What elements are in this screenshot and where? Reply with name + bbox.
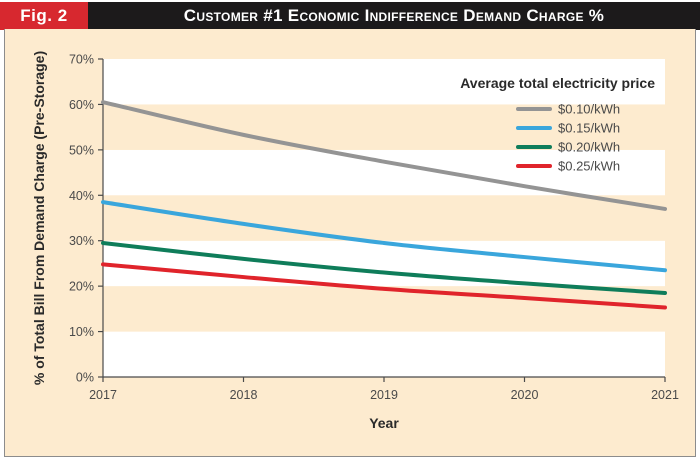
series-line-010kWh bbox=[101, 100, 667, 211]
y-tick-label: 50% bbox=[69, 143, 94, 157]
grid-band bbox=[103, 331, 665, 377]
y-tick-labels: 0% 10% 20% 30% 40% 50% 60% 70% bbox=[69, 53, 94, 385]
x-axis-title: Year bbox=[369, 415, 399, 431]
grid-band bbox=[103, 149, 665, 196]
legend-label: $0.20/kWh bbox=[558, 140, 620, 155]
grid-band bbox=[103, 195, 665, 241]
x-tick-labels: 2017 2018 2019 2020 2021 bbox=[89, 388, 679, 402]
grid-band bbox=[103, 286, 665, 332]
axes bbox=[98, 58, 666, 382]
legend-background bbox=[450, 70, 665, 98]
chart-title: Customer #1 Economic Indifference Demand… bbox=[183, 6, 605, 25]
y-tick-label: 10% bbox=[69, 325, 94, 339]
series-line-025kWh bbox=[101, 262, 667, 310]
legend-label: $0.15/kWh bbox=[558, 121, 620, 136]
figure-label: Fig. 2 bbox=[0, 2, 88, 30]
legend-label: $0.10/kWh bbox=[558, 102, 620, 117]
y-axis-title: % of Total Bill From Demand Charge (Pre-… bbox=[31, 51, 47, 385]
y-tick-label: 30% bbox=[69, 234, 94, 248]
title-bar bbox=[0, 2, 700, 30]
y-tick-label: 0% bbox=[76, 371, 94, 385]
x-tick-label: 2021 bbox=[651, 388, 679, 402]
x-tick-label: 2019 bbox=[370, 388, 398, 402]
legend-title: Average total electricity price bbox=[460, 75, 655, 91]
grid-band bbox=[103, 104, 665, 150]
x-tick-label: 2017 bbox=[89, 388, 117, 402]
y-tick-label: 40% bbox=[69, 189, 94, 203]
legend: Average total electricity price $0.10/kWh… bbox=[450, 70, 665, 174]
x-tick-label: 2018 bbox=[230, 388, 258, 402]
y-tick-label: 70% bbox=[69, 53, 94, 67]
legend-label: $0.25/kWh bbox=[558, 159, 620, 174]
series-lines bbox=[101, 100, 667, 310]
y-tick-label: 60% bbox=[69, 98, 94, 112]
y-tick-label: 20% bbox=[69, 280, 94, 294]
series-line-020kWh bbox=[101, 240, 667, 295]
series-line-015kWh bbox=[101, 200, 667, 273]
x-tick-label: 2020 bbox=[511, 388, 539, 402]
